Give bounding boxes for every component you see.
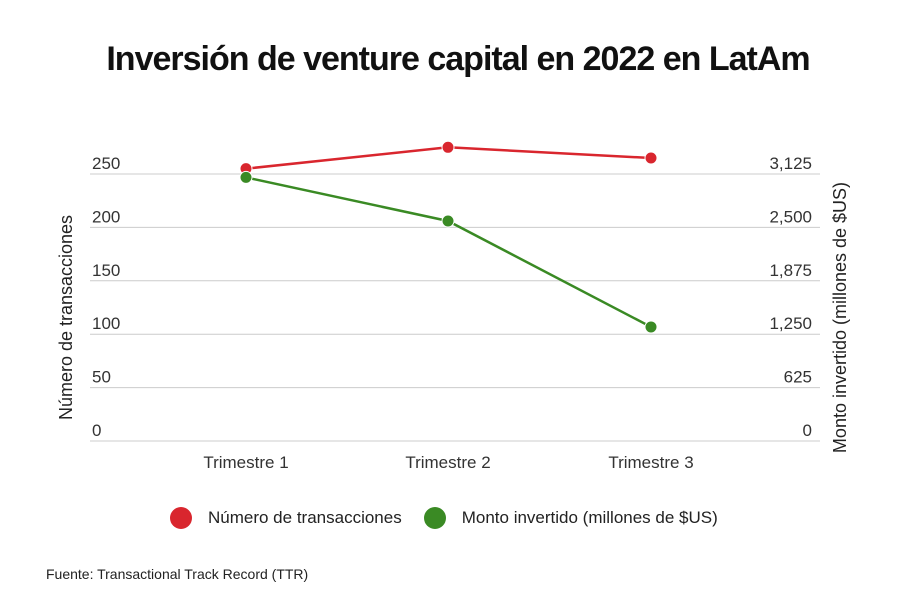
left-tick-label: 250 [92,154,120,173]
data-point-transacciones [441,140,455,154]
right-tick-label: 0 [803,421,812,440]
left-tick-label: 50 [92,368,111,387]
x-tick-label: Trimestre 2 [405,453,490,472]
data-point-monto [239,170,253,184]
legend-marker-transacciones [170,507,192,529]
legend-label-monto: Monto invertido (millones de $US) [461,508,718,527]
right-tick-label: 1,875 [769,261,812,280]
legend-item-monto: Monto invertido (millones de $US) [423,507,718,529]
left-tick-label: 100 [92,314,120,333]
left-tick-label: 200 [92,207,120,226]
left-axis-title: Número de transacciones [56,215,76,420]
data-point-transacciones [644,151,658,165]
x-tick-label: Trimestre 1 [203,453,288,472]
chart-area: 0 0 50 625 100 1,250 150 1,875 200 2,500 250 3,125 T… [56,140,850,472]
right-tick-label: 3,125 [769,154,812,173]
right-tick-label: 1,250 [769,314,812,333]
chart-title: Inversión de venture capital en 2022 en … [106,40,810,78]
x-tick-label: Trimestre 3 [608,453,693,472]
right-tick-label: 2,500 [769,207,812,226]
legend-marker-monto [423,507,446,529]
legend-item-transacciones: Número de transacciones [170,507,402,529]
data-point-monto [441,214,455,228]
left-tick-label: 150 [92,261,120,280]
right-tick-label: 625 [784,368,812,387]
data-point-monto [644,320,658,334]
right-axis-title: Monto invertido (millones de $US) [830,182,850,453]
legend-label-transacciones: Número de transacciones [208,508,402,527]
legend: Número de transacciones Monto invertido … [170,507,740,529]
left-tick-label: 0 [92,421,101,440]
series-line-monto [245,176,652,329]
source-note: Fuente: Transactional Track Record (TTR) [46,566,309,582]
